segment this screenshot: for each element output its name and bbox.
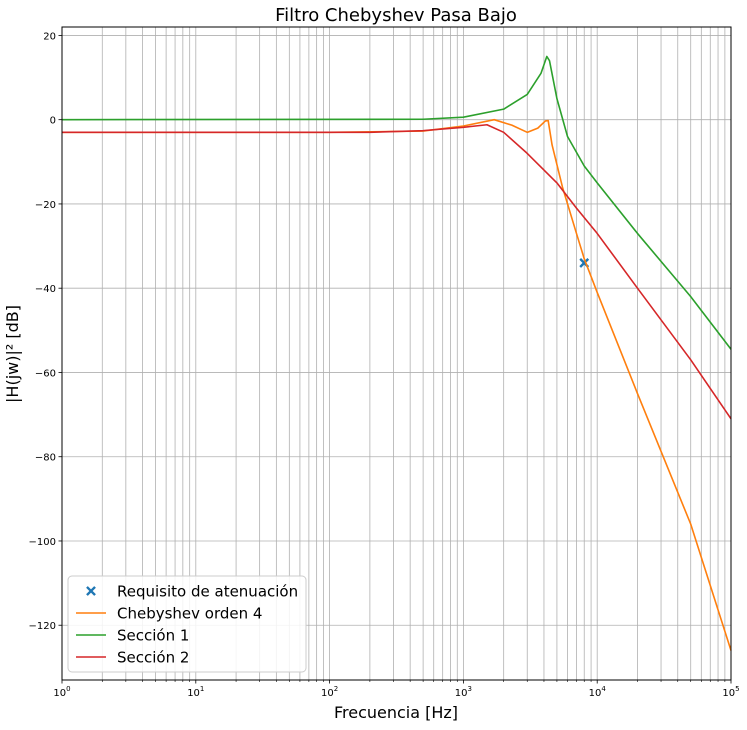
x-tick-label: 100 xyxy=(53,685,70,699)
y-tick-label: −40 xyxy=(35,284,56,295)
plot-series xyxy=(61,55,732,651)
legend-label: Chebyshev orden 4 xyxy=(117,605,262,623)
grid-lines xyxy=(61,27,732,680)
legend-label: Sección 1 xyxy=(117,627,189,645)
plot-frame xyxy=(61,26,732,681)
chart-title: Filtro Chebyshev Pasa Bajo xyxy=(275,5,517,26)
y-tick-label: 20 xyxy=(43,31,56,42)
x-axis-label: Frecuencia [Hz] xyxy=(334,703,458,722)
legend: Requisito de atenuación Chebyshev orden 4… xyxy=(67,575,307,673)
y-tick-label: −20 xyxy=(35,200,56,211)
x-tick-label: 103 xyxy=(455,685,472,699)
legend-label: Requisito de atenuación xyxy=(117,583,298,601)
series-line-seccion-2 xyxy=(62,123,732,420)
axis-ticks: 100 101 102 103 104 105 20 0 −20 −40 −60 −80 −100 −12… xyxy=(29,31,740,699)
x-tick-label: 101 xyxy=(187,685,204,699)
legend-swatch-requisito-de-atenuacion xyxy=(86,586,96,596)
y-axis-label: |H(jw)|² [dB] xyxy=(3,305,22,403)
series-line-seccion-1 xyxy=(61,55,732,350)
x-tick-label: 105 xyxy=(722,685,739,699)
y-tick-label: −80 xyxy=(35,453,56,464)
legend-box xyxy=(67,575,307,673)
y-tick-label: −100 xyxy=(29,537,56,548)
x-tick-label: 102 xyxy=(321,685,338,699)
y-tick-label: −120 xyxy=(29,621,56,632)
y-tick-label: 0 xyxy=(50,116,56,127)
series-line-chebyshev-orden-4 xyxy=(62,118,732,651)
x-tick-label: 104 xyxy=(589,685,607,699)
y-tick-label: −60 xyxy=(35,368,56,379)
legend-label: Sección 2 xyxy=(117,649,189,667)
